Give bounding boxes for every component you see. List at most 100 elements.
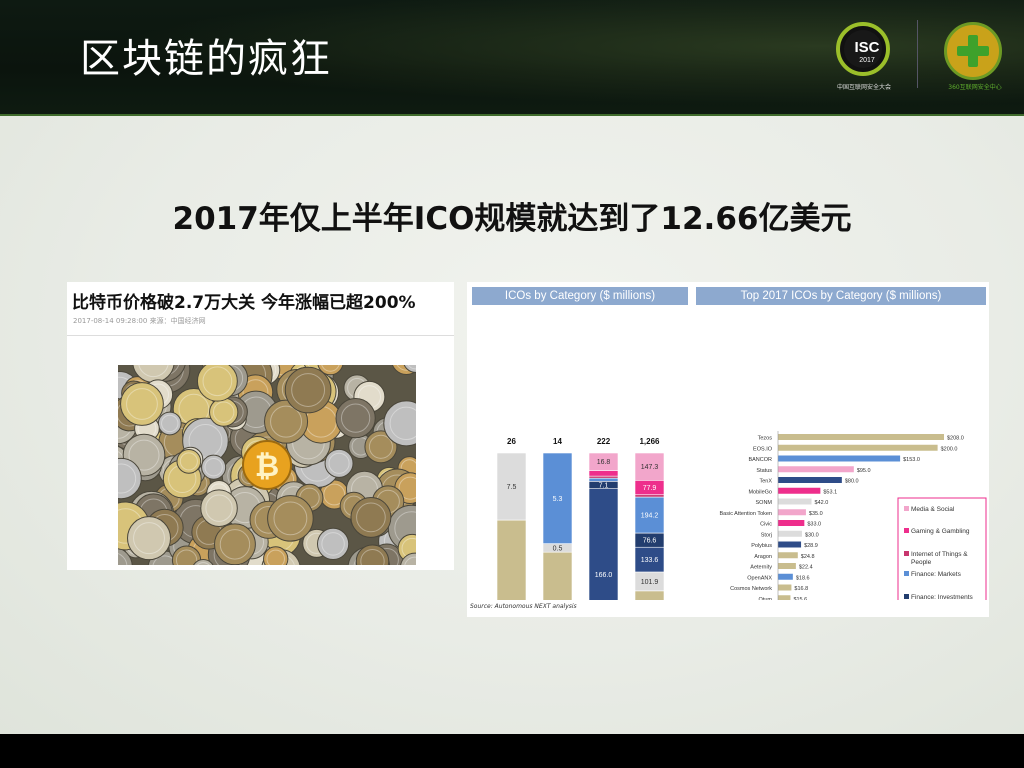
chart-card: ICOs by Category ($ millions) Top 2017 I… <box>467 282 989 617</box>
hbar-value-label: $200.0 <box>941 446 958 452</box>
stacked-bar-segment <box>588 488 619 600</box>
news-meta: 2017-08-14 09:28:00 来源：中国经济网 <box>73 317 206 325</box>
coin-rim <box>204 458 223 477</box>
legend-label: Gaming & Gambling <box>911 528 970 535</box>
hbar-value-label: $16.8 <box>794 586 808 592</box>
bar-value-label: 7.5 <box>507 484 517 491</box>
coin-rim <box>212 401 235 423</box>
legend-swatch <box>904 506 909 511</box>
bar-value-label: 194.2 <box>641 513 659 520</box>
header-divider <box>0 114 1024 116</box>
coin <box>118 457 142 500</box>
coin-rim <box>273 501 308 536</box>
hbar-value-label: $15.6 <box>793 597 807 600</box>
coin-rim <box>368 434 393 459</box>
hbar-value-label: $35.0 <box>809 511 823 517</box>
cross-icon-horizontal <box>957 46 989 56</box>
hbar-value-label: $24.8 <box>801 554 815 560</box>
left-chart-title: ICOs by Category ($ millions) <box>472 287 688 305</box>
hbar <box>778 455 901 462</box>
stacked-bar-segment <box>634 494 665 498</box>
coin <box>400 552 416 565</box>
legend-label: Finance: Investments <box>911 594 974 600</box>
hbar-category-label: EOS.IO <box>753 446 773 452</box>
logo-divider <box>917 20 918 88</box>
legend-swatch <box>904 594 909 599</box>
coins-photo: ₿ <box>118 365 416 565</box>
hbar-value-label: $95.0 <box>857 468 871 474</box>
hbar-category-label: TenX <box>759 479 772 485</box>
hbar <box>778 498 812 505</box>
hbar-category-label: Civic <box>760 522 772 528</box>
coin-rim <box>205 494 233 522</box>
coin-rim <box>161 414 179 433</box>
hbar <box>778 573 793 580</box>
hbar <box>778 444 938 451</box>
coin <box>127 516 172 561</box>
hbar <box>778 552 798 559</box>
slide-subtitle: 2017年仅上半年ICO规模就达到了12.66亿美元 <box>172 201 852 237</box>
coin <box>118 547 133 565</box>
stacked-bar-segment <box>634 546 665 573</box>
hbar-value-label: $80.0 <box>845 479 859 485</box>
hbar <box>778 487 821 494</box>
coin <box>263 546 289 565</box>
hbar <box>778 584 792 591</box>
coin <box>355 544 390 565</box>
hbar-value-label: $33.0 <box>807 522 821 528</box>
coin-rim <box>152 555 178 565</box>
hbar-value-label: $208.0 <box>947 436 964 442</box>
bar-value-label: 0.5 <box>553 545 563 552</box>
slide-footer <box>0 734 1024 768</box>
coin-rim <box>398 476 416 500</box>
legend-box <box>897 497 987 600</box>
legend-label: People <box>911 559 932 566</box>
coin <box>335 398 376 439</box>
hbar-category-label: Aeternity <box>750 565 772 571</box>
coin-rim <box>404 556 416 565</box>
hbar-value-label: $42.0 <box>815 500 829 506</box>
security-center-logo <box>944 22 1002 80</box>
slide-body: 2017年仅上半年ICO规模就达到了12.66亿美元 比特币价格破2.7万大关 … <box>0 116 1024 734</box>
stacked-bar-segment <box>542 452 573 544</box>
legend-swatch <box>904 551 909 556</box>
hbar <box>778 530 802 537</box>
stacked-bar-segment <box>634 452 665 481</box>
coin-rim <box>291 373 326 407</box>
coin-rim <box>396 365 416 371</box>
coin <box>196 365 238 402</box>
hbar-category-label: Cosmos Network <box>730 586 772 592</box>
coin-rim <box>126 388 158 420</box>
security-center-caption: 360互联网安全中心 <box>948 84 1002 91</box>
hbar-category-label: Storj <box>761 532 772 538</box>
bar-value-label: 133.6 <box>641 557 659 564</box>
bar-total-label: 1,266 <box>639 437 660 446</box>
bar-value-label: 16.8 <box>597 459 611 466</box>
coin <box>214 523 256 565</box>
stacked-bar-segment <box>588 475 619 479</box>
stacked-bar-segment <box>496 519 527 600</box>
coin-rim <box>175 549 198 565</box>
slide-title: 区块链的疯狂 <box>80 36 332 82</box>
news-headline: 比特币价格破2.7万大关 今年涨幅已超200% <box>72 293 416 313</box>
coin <box>350 496 392 538</box>
hbar-value-label: $53.1 <box>823 489 837 495</box>
stacked-bar-segment <box>588 477 619 482</box>
hbar-value-label: $153.0 <box>903 457 920 463</box>
hbar-value-label: $18.6 <box>796 575 810 581</box>
coin <box>364 430 398 464</box>
coin-rim <box>389 406 416 441</box>
coin <box>120 382 164 426</box>
coin-rim <box>202 366 233 397</box>
isc-caption: 中国互联网安全大会 <box>836 84 891 91</box>
bar-value-label: 77.9 <box>643 485 657 492</box>
bar-total-label: 222 <box>597 437 611 446</box>
hbar <box>778 466 854 473</box>
coin-rim <box>360 549 385 565</box>
stacked-bar-segment <box>588 470 619 477</box>
stacked-bar-segment <box>588 452 619 471</box>
stacked-bar-segment <box>496 452 527 521</box>
coin-rim <box>118 463 137 494</box>
coin-rim <box>196 562 210 565</box>
coin-rim <box>219 529 251 560</box>
